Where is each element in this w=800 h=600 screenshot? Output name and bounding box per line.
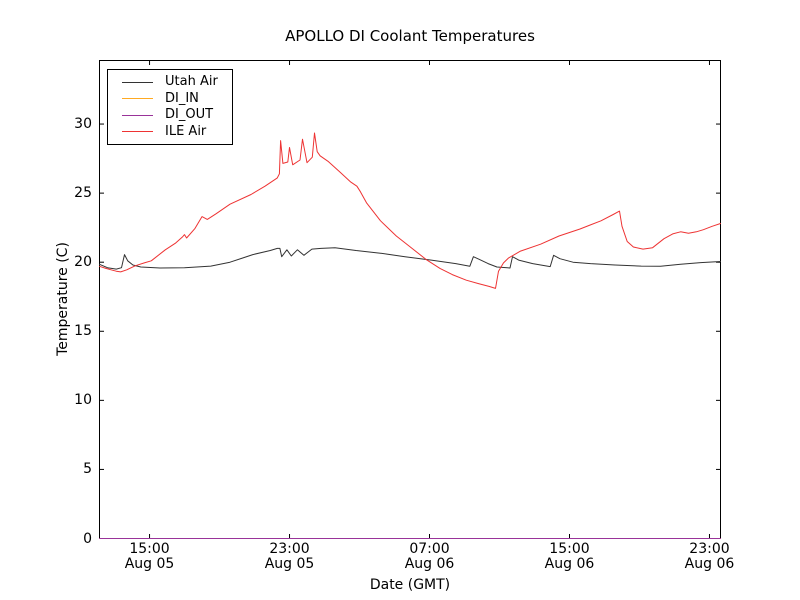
y-tick-label: 25: [74, 185, 92, 202]
legend-line-swatch: [122, 98, 153, 100]
x-tick-label: 07:00 Aug 06: [404, 541, 455, 572]
x-tick-label: 23:00 Aug 05: [264, 541, 315, 572]
legend-label: ILE Air: [165, 123, 207, 139]
y-tick-label: 10: [74, 392, 92, 409]
legend-line-swatch: [122, 114, 153, 116]
legend-line-swatch: [122, 131, 153, 133]
legend: Utah Air DI_IN DI_OUT ILE Air: [107, 69, 233, 145]
x-tick-label: 23:00 Aug 06: [684, 541, 735, 572]
legend-label: DI_OUT: [165, 107, 214, 122]
legend-line-swatch: [122, 81, 153, 83]
legend-label: DI_IN: [165, 90, 199, 106]
x-tick-label: 15:00 Aug 05: [124, 541, 175, 572]
y-tick-label: 0: [83, 530, 92, 547]
y-tick-label: 5: [83, 461, 92, 478]
series-line-utah-air: [99, 247, 721, 270]
x-tick-label: 15:00 Aug 06: [544, 541, 595, 572]
legend-item: DI_OUT: [122, 107, 224, 124]
y-tick-label: 30: [74, 116, 92, 133]
x-axis-label: Date (GMT): [369, 577, 451, 593]
y-tick-label: 15: [74, 323, 92, 340]
legend-item: DI_IN: [122, 91, 224, 108]
legend-item: Utah Air: [122, 74, 224, 91]
chart-title: APOLLO DI Coolant Temperatures: [285, 27, 535, 45]
series-line-ile-air: [99, 132, 721, 289]
y-tick-label: 20: [74, 254, 92, 271]
legend-label: Utah Air: [165, 74, 218, 89]
legend-item: ILE Air: [122, 124, 224, 141]
